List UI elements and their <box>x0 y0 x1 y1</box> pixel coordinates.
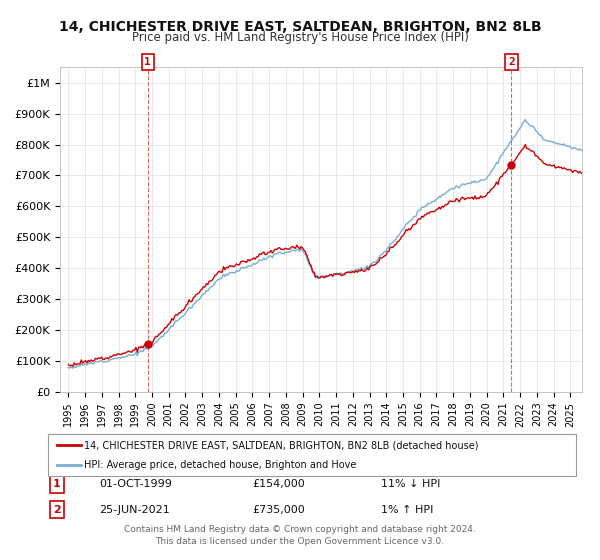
Text: Price paid vs. HM Land Registry's House Price Index (HPI): Price paid vs. HM Land Registry's House … <box>131 31 469 44</box>
Text: Contains HM Land Registry data © Crown copyright and database right 2024.
This d: Contains HM Land Registry data © Crown c… <box>124 525 476 546</box>
Text: 25-JUN-2021: 25-JUN-2021 <box>99 505 170 515</box>
Text: 1: 1 <box>145 57 151 67</box>
Text: HPI: Average price, detached house, Brighton and Hove: HPI: Average price, detached house, Brig… <box>84 460 356 470</box>
Text: 1: 1 <box>53 479 61 489</box>
Text: £154,000: £154,000 <box>252 479 305 489</box>
Text: 1% ↑ HPI: 1% ↑ HPI <box>381 505 433 515</box>
Text: 01-OCT-1999: 01-OCT-1999 <box>99 479 172 489</box>
Text: 14, CHICHESTER DRIVE EAST, SALTDEAN, BRIGHTON, BN2 8LB: 14, CHICHESTER DRIVE EAST, SALTDEAN, BRI… <box>59 20 541 34</box>
Text: 2: 2 <box>508 57 515 67</box>
Text: 2: 2 <box>53 505 61 515</box>
Text: 14, CHICHESTER DRIVE EAST, SALTDEAN, BRIGHTON, BN2 8LB (detached house): 14, CHICHESTER DRIVE EAST, SALTDEAN, BRI… <box>84 440 479 450</box>
Text: 11% ↓ HPI: 11% ↓ HPI <box>381 479 440 489</box>
Text: £735,000: £735,000 <box>252 505 305 515</box>
